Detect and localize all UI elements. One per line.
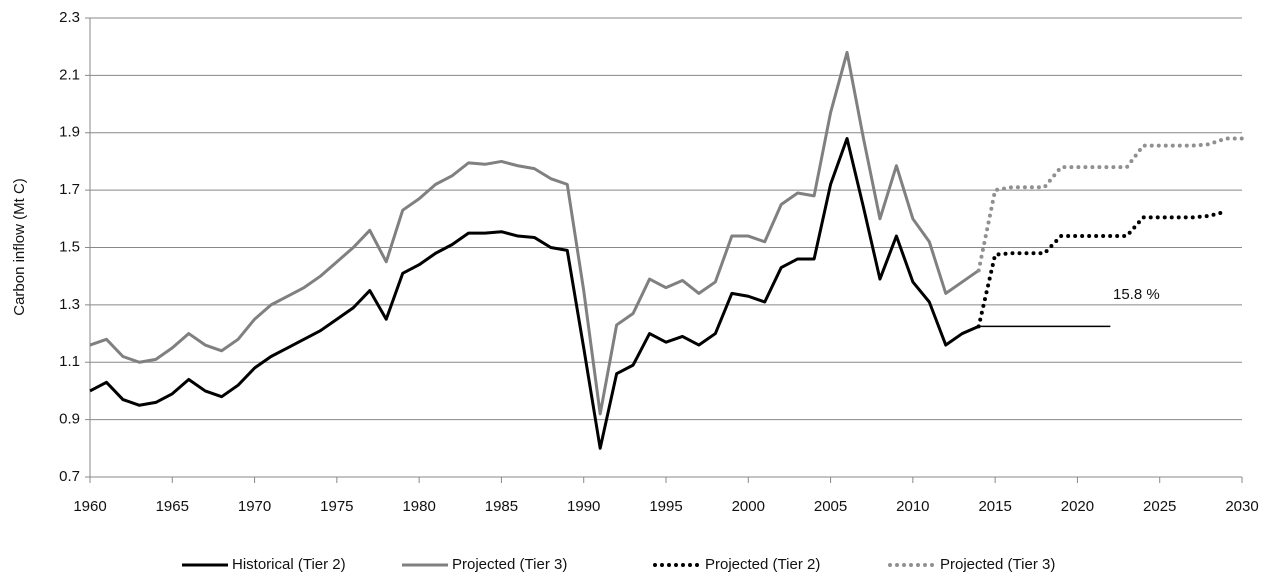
y-tick-label: 1.1 [59, 353, 80, 370]
legend-label: Historical (Tier 2) [232, 556, 346, 573]
x-tick-label: 1985 [485, 498, 518, 515]
y-tick-label: 0.9 [59, 411, 80, 428]
x-tick-label: 2015 [978, 498, 1011, 515]
x-tick-label: 1995 [649, 498, 682, 515]
x-tick-label: 1980 [402, 498, 435, 515]
legend-label: Projected (Tier 3) [940, 556, 1055, 573]
x-tick-label: 2010 [896, 498, 929, 515]
x-tick-label: 2025 [1143, 498, 1176, 515]
series-line [89, 50, 980, 416]
x-tick-label: 2020 [1061, 498, 1094, 515]
x-tick-label: 1975 [320, 498, 353, 515]
x-tick-label: 2030 [1225, 498, 1258, 515]
y-tick-label: 2.3 [59, 9, 80, 26]
legend-label: Projected (Tier 2) [705, 556, 820, 573]
y-tick-label: 1.7 [59, 181, 80, 198]
series-line [976, 209, 1228, 329]
series-line [976, 136, 1244, 273]
y-tick-label: 1.3 [59, 296, 80, 313]
legend-label: Projected (Tier 3) [452, 556, 567, 573]
y-tick-label: 1.9 [59, 124, 80, 141]
x-tick-label: 2005 [814, 498, 847, 515]
y-tick-label: 1.5 [59, 238, 80, 255]
x-tick-label: 2000 [732, 498, 765, 515]
x-tick-label: 1990 [567, 498, 600, 515]
annotation: 15.8 % [1113, 286, 1160, 303]
y-axis-label: Carbon inflow (Mt C) [11, 178, 28, 316]
series-line [89, 136, 980, 450]
x-tick-label: 1960 [73, 498, 106, 515]
x-tick-label: 1965 [156, 498, 189, 515]
x-tick-label: 1970 [238, 498, 271, 515]
y-tick-label: 2.1 [59, 66, 80, 83]
y-tick-label: 0.7 [59, 468, 80, 485]
